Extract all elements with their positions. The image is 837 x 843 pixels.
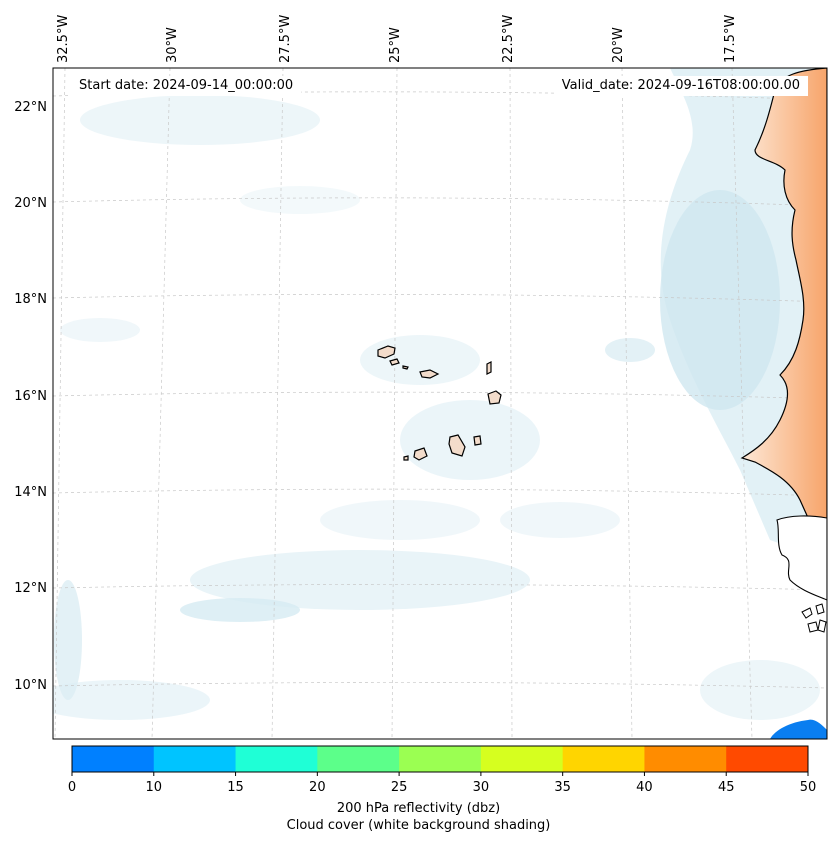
latitude-tick-labels: 22°N 20°N 18°N 16°N 14°N 12°N 10°N — [14, 100, 47, 693]
colorbar-tick-label: 40 — [636, 780, 653, 795]
lat-label-18n: 18°N — [14, 292, 47, 307]
lat-label-12n: 12°N — [14, 581, 47, 596]
gambia-coast — [776, 515, 827, 601]
longitude-tick-labels: 32.5°W 30°W 27.5°W 25°W 22.5°W 20°W 17.5… — [56, 15, 738, 63]
lon-label-30w: 30°W — [165, 27, 180, 63]
map-plot-area — [53, 68, 827, 739]
graticule — [53, 68, 827, 739]
colorbar-segment — [480, 746, 564, 772]
lon-label-27-5w: 27.5°W — [278, 15, 293, 63]
lon-label-32-5w: 32.5°W — [56, 15, 71, 63]
reflectivity-patch — [770, 719, 827, 739]
colorbar-tick-label: 25 — [391, 780, 408, 795]
colorbar-segment — [399, 746, 482, 772]
colorbar-segment — [726, 746, 809, 772]
cloud-cover-shading — [53, 68, 827, 720]
colorbar-sublabel: Cloud cover (white background shading) — [286, 818, 551, 833]
lat-label-10n: 10°N — [14, 678, 47, 693]
colorbar-tick-label: 0 — [68, 780, 76, 795]
lat-label-20n: 20°N — [14, 196, 47, 211]
colorbar-tick-label: 35 — [554, 780, 571, 795]
colorbar-segment — [317, 746, 400, 772]
lat-label-22n: 22°N — [14, 100, 47, 115]
lat-label-14n: 14°N — [14, 485, 47, 500]
colorbar-segment — [72, 746, 155, 772]
start-date-label: Start date: 2024-09-14_00:00:00 — [71, 76, 302, 96]
colorbar: 0 10 15 20 25 30 35 40 45 50 — [68, 745, 817, 795]
colorbar-segment — [644, 746, 727, 772]
lat-label-16n: 16°N — [14, 389, 47, 404]
colorbar-segment — [153, 746, 237, 772]
map-frame — [52, 67, 828, 740]
lon-label-25w: 25°W — [388, 27, 403, 63]
colorbar-tick-label: 10 — [146, 780, 163, 795]
lon-label-20w: 20°W — [611, 27, 626, 63]
colorbar-segment — [235, 746, 318, 772]
colorbar-label: 200 hPa reflectivity (dbz) — [336, 801, 501, 816]
colorbar-segment — [562, 746, 645, 772]
lon-label-22-5w: 22.5°W — [501, 15, 516, 63]
colorbar-tick-label: 30 — [473, 780, 490, 795]
lon-label-17-5w: 17.5°W — [723, 15, 738, 63]
cape-verde-islands — [377, 345, 502, 461]
colorbar-tick-label: 50 — [800, 780, 817, 795]
valid-date-label: Valid_date: 2024-09-16T08:00:00.00 — [553, 76, 808, 96]
colorbar-tick-label: 15 — [227, 780, 244, 795]
colorbar-frame — [71, 745, 809, 773]
colorbar-tick-label: 20 — [309, 780, 326, 795]
colorbar-tick-label: 45 — [718, 780, 735, 795]
africa-land — [740, 68, 827, 561]
bissagos-islands — [801, 603, 827, 633]
